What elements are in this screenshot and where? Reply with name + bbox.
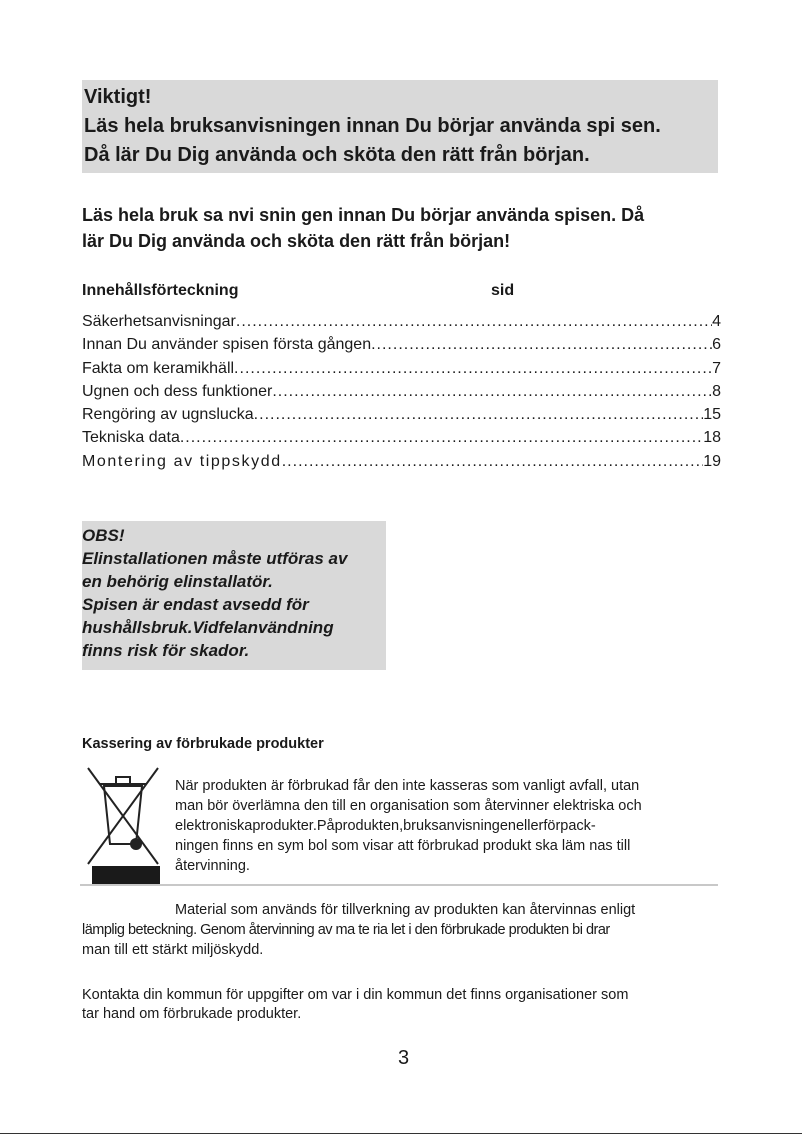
toc-entry-page: 7 — [712, 359, 721, 377]
toc-entry[interactable]: Rengöring av ugnslucka..................… — [82, 403, 721, 426]
toc-entry-title: Innan Du använder spisen första gången — [82, 336, 372, 354]
obs-title: OBS! — [82, 526, 125, 545]
material-line: lämplig beteckning. Genom återvinning av… — [82, 922, 610, 938]
obs-line: en behörig elinstallatör. — [82, 572, 273, 591]
toc-entry-page: 15 — [703, 406, 721, 424]
toc-entry[interactable]: Montering av tippskydd..................… — [82, 450, 721, 473]
divider — [80, 884, 718, 886]
toc-entry[interactable]: Tekniska data...........................… — [82, 426, 721, 449]
toc-entry-title: Tekniska data — [82, 429, 180, 447]
material-line: Material som används för tillverkning av… — [175, 902, 636, 918]
obs-line: hushållsbruk.Vidfelanvändning — [82, 618, 334, 637]
toc-heading: Innehållsförteckning — [82, 282, 239, 299]
obs-line: Spisen är endast avsedd för — [82, 595, 309, 614]
toc-leader: ........................................… — [281, 452, 703, 470]
toc-entry[interactable]: Innan Du använder spisen första gången .… — [82, 333, 721, 356]
obs-line: Elinstallationen måste utföras av — [82, 549, 348, 568]
toc-entry-page: 6 — [712, 336, 721, 354]
important-line: Läs hela bruksanvisningen innan Du börja… — [84, 115, 661, 137]
toc-entry[interactable]: Ugnen och dess funktioner...............… — [82, 380, 721, 403]
toc-page-heading: sid — [491, 282, 515, 299]
contact-line: Kontakta din kommun för uppgifter om var… — [82, 987, 629, 1003]
crossed-out-wheelie-bin-icon — [84, 764, 164, 891]
intro-line: lär Du Dig använda och sköta den rätt fr… — [82, 231, 511, 251]
weee-line: När produkten är förbrukad får den inte … — [175, 778, 640, 794]
toc-entry-title: Ugnen och dess funktioner — [82, 382, 273, 400]
contact-paragraph: Kontakta din kommun för uppgifter om var… — [82, 986, 742, 1024]
toc-leader: ........................................… — [371, 336, 713, 354]
table-of-contents: Säkerhetsanvisningar....................… — [82, 310, 721, 473]
toc-entry-title: Montering av tippskydd — [82, 452, 282, 470]
toc-leader: ........................................… — [179, 429, 703, 447]
weee-line: ningen finns en sym bol som visar att fö… — [175, 838, 631, 854]
toc-entry[interactable]: Säkerhetsanvisningar....................… — [82, 310, 721, 333]
toc-leader: ........................................… — [235, 313, 712, 330]
toc-entry-page: 8 — [712, 382, 721, 400]
toc-entry-title: Säkerhetsanvisningar — [82, 313, 236, 330]
important-title: Viktigt! — [84, 86, 152, 108]
weee-line: man bör överlämna den till en organisati… — [175, 798, 642, 814]
intro-paragraph: Läs hela bruk sa nvi snin gen innan Du b… — [82, 202, 762, 254]
toc-entry[interactable]: Fakta om keramikhäll ...................… — [82, 357, 721, 380]
material-paragraph: Material som används för tillverkning av… — [82, 900, 742, 960]
contact-line: tar hand om förbrukade produkter. — [82, 1006, 302, 1022]
weee-line: återvinning. — [175, 858, 250, 874]
toc-leader: ........................................… — [272, 382, 712, 400]
toc-entry-page: 18 — [703, 429, 721, 447]
page-number: 3 — [398, 1047, 410, 1069]
important-line: Då lär Du Dig använda och sköta den rätt… — [84, 144, 590, 166]
intro-line: Läs hela bruk sa nvi snin gen innan Du b… — [82, 205, 645, 225]
toc-entry-title: Fakta om keramikhäll — [82, 359, 235, 377]
toc-entry-page: 19 — [703, 452, 721, 470]
bottom-rule — [0, 1133, 802, 1134]
obs-line: finns risk för skador. — [82, 641, 250, 660]
toc-entry-page: 4 — [712, 313, 721, 330]
weee-paragraph: När produkten är förbrukad får den inte … — [175, 776, 725, 876]
obs-warning-box: OBS! Elinstallationen måste utföras av e… — [82, 521, 386, 670]
important-notice-box: Viktigt! Läs hela bruksanvisningen innan… — [82, 80, 718, 173]
toc-leader: ........................................… — [253, 406, 704, 424]
toc-leader: ........................................… — [234, 359, 712, 377]
material-line: man till ett stärkt miljöskydd. — [82, 942, 264, 958]
toc-entry-title: Rengöring av ugnslucka — [82, 406, 254, 424]
disposal-heading: Kassering av förbrukade produkter — [82, 736, 324, 752]
weee-line: elektroniskaprodukter.Påprodukten,bruksa… — [175, 818, 596, 834]
